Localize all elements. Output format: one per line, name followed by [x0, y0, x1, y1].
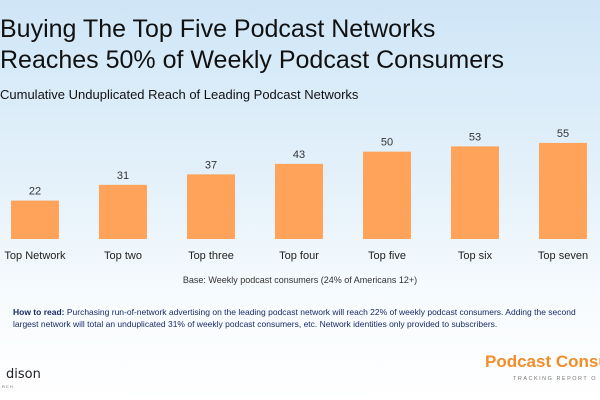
bar-top-three — [187, 174, 235, 239]
bar-top-seven — [539, 142, 587, 239]
data-label: 53 — [469, 131, 481, 143]
base-note: Base: Weekly podcast consumers (24% of A… — [182, 275, 418, 285]
podcast-consumer-logo-name: Podcast Consum — [485, 352, 600, 371]
how-to-read-text: Purchasing run-of-network advertising on… — [13, 307, 576, 329]
data-label: 22 — [29, 186, 41, 198]
bar-top-network — [11, 200, 59, 239]
bar-top-five — [363, 151, 411, 239]
category-label: Top three — [188, 250, 234, 262]
category-label: Top seven — [538, 250, 588, 262]
category-label: Top four — [279, 250, 319, 262]
data-label: 50 — [381, 137, 393, 149]
edison-logo-name: dison — [6, 367, 40, 382]
bars-layer: 22 Top Network 31 Top two 37 Top three 43 Top f… — [4, 128, 588, 262]
category-label: Top two — [104, 250, 142, 262]
bar-top-two — [99, 184, 147, 239]
how-to-read-label: How to read: — [13, 307, 65, 317]
chart-subtitle: Cumulative Unduplicated Reach of Leading… — [0, 87, 359, 102]
data-label: 55 — [557, 128, 569, 140]
category-label: Top six — [458, 250, 493, 262]
podcast-consumer-logo: Podcast Consum TRACKING REPORT O — [485, 352, 600, 392]
page-title: Buying The Top Five Podcast Networks Rea… — [0, 14, 600, 76]
data-label: 37 — [205, 159, 217, 171]
category-label: Top five — [368, 250, 406, 262]
edison-logo-sub: RCH — [2, 384, 14, 389]
podcast-consumer-logo-sub: TRACKING REPORT O — [513, 376, 597, 382]
data-label: 43 — [293, 149, 305, 161]
title-line-1: Buying The Top Five Podcast Networks — [0, 15, 436, 43]
category-label: Top Network — [4, 250, 66, 262]
data-label: 31 — [117, 170, 129, 182]
bar-top-six — [451, 146, 499, 239]
how-to-read-note: How to read: Purchasing run-of-network a… — [13, 306, 588, 330]
bar-top-four — [275, 163, 323, 239]
edison-logo: dison RCH — [0, 365, 40, 389]
title-line-2: Reaches 50% of Weekly Podcast Consumers — [0, 46, 504, 74]
